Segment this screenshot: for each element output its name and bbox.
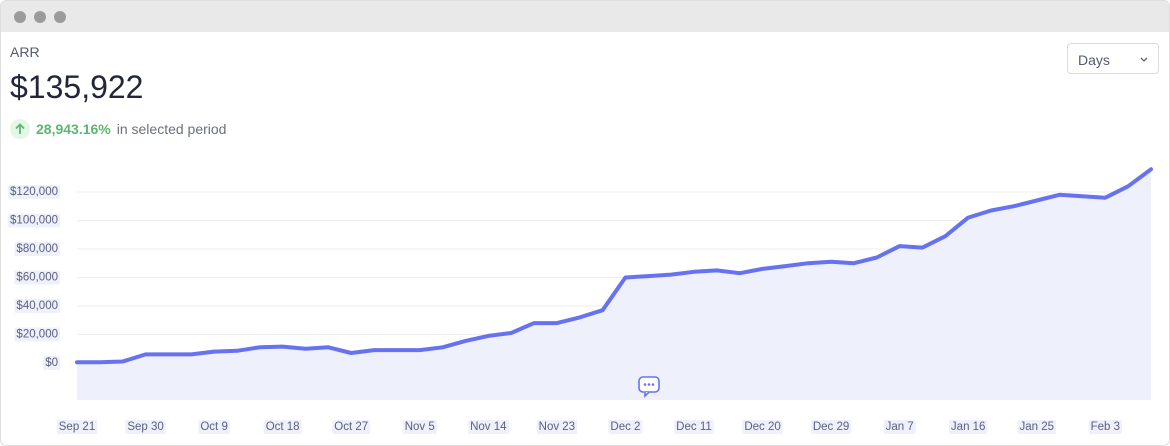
x-tick-label: Oct 9 [200, 421, 227, 433]
metric-value: $135,922 [10, 69, 144, 105]
change-text: in selected period [116, 121, 227, 137]
tick-label-bg [810, 420, 852, 435]
tick-label-bg [14, 270, 60, 285]
period-dropdown[interactable]: Days [1067, 43, 1159, 74]
x-tick-label: Sep 21 [59, 421, 95, 433]
area-fill [77, 169, 1151, 400]
window-dot [34, 11, 46, 23]
change-row: 28,943.16% in selected period [10, 119, 226, 139]
tick-label-bg [1088, 420, 1123, 435]
tick-label-bg [56, 420, 98, 435]
tick-label-bg [8, 213, 60, 228]
tick-label-bg [536, 420, 578, 435]
x-tick-label: Sep 30 [127, 421, 163, 433]
dropdown-label: Days [1078, 52, 1110, 68]
x-tick-label: Dec 11 [676, 421, 712, 433]
up-arrow [10, 119, 30, 139]
x-tick-label: Oct 27 [334, 421, 368, 433]
y-tick-label: $80,000 [16, 243, 58, 255]
window-dot [14, 11, 26, 23]
tick-label-bg [198, 420, 230, 435]
x-tick-label: Jan 25 [1019, 421, 1054, 433]
tick-label-bg [1017, 420, 1057, 435]
y-tick-label: $40,000 [16, 300, 58, 312]
y-tick-label: $60,000 [16, 272, 58, 284]
tick-label-bg [14, 327, 60, 342]
tick-label-bg [14, 299, 60, 314]
tick-label-bg [948, 420, 988, 435]
x-tick-label: Dec 2 [610, 421, 640, 433]
tick-label-bg [43, 355, 60, 370]
x-tick-label: Nov 14 [470, 421, 507, 433]
title-bar [1, 1, 1169, 32]
tick-label-bg [468, 420, 510, 435]
tick-label-bg [263, 420, 302, 435]
tick-label-bg [883, 420, 916, 435]
x-tick-label: Oct 18 [266, 421, 300, 433]
x-tick-label: Nov 23 [539, 421, 575, 433]
x-tick-label: Jan 16 [951, 421, 986, 433]
tick-label-bg [608, 420, 643, 435]
y-tick-label: $100,000 [10, 215, 58, 227]
tick-label-bg [402, 420, 437, 435]
tick-label-bg [332, 420, 371, 435]
x-tick-label: Feb 3 [1091, 421, 1120, 433]
tick-label-bg [8, 185, 60, 200]
x-tick-label: Nov 5 [405, 421, 435, 433]
comment-icon [638, 376, 660, 398]
tick-label-bg [14, 242, 60, 257]
change-percent: 28,943.16% [36, 121, 111, 137]
line [75, 167, 1153, 365]
metric-label: ARR [10, 44, 40, 60]
x-tick-label: Jan 7 [886, 421, 914, 433]
tick-label-bg [125, 420, 166, 435]
y-tick-label: $120,000 [10, 186, 58, 198]
tick-label-bg [742, 420, 783, 435]
x-tick-label: Dec 20 [744, 421, 780, 433]
y-tick-label: $0 [45, 357, 58, 369]
tick-label-bg [674, 420, 714, 435]
window-dot [54, 11, 66, 23]
y-tick-label: $20,000 [16, 328, 58, 340]
x-tick-label: Dec 29 [813, 421, 849, 433]
